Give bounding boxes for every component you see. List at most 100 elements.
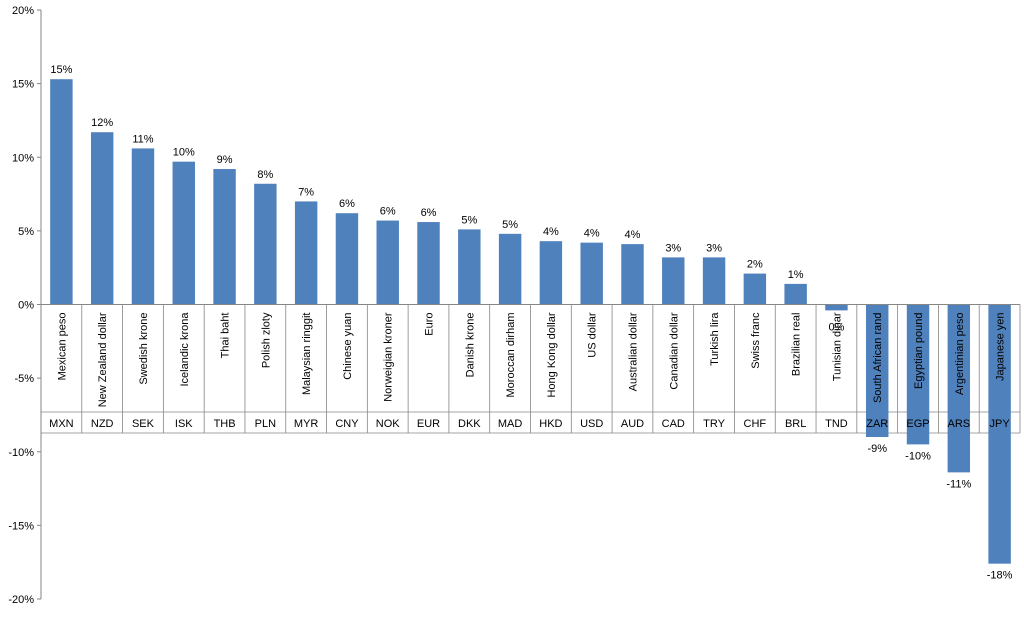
category-name-nok: Norweigian kroner xyxy=(383,312,395,402)
category-name-brl: Brazilian real xyxy=(791,313,803,377)
data-label-cad: 3% xyxy=(665,242,681,254)
category-name-aud: Australian dollar xyxy=(627,312,639,391)
bar-aud xyxy=(621,244,644,305)
category-code-egp: EGP xyxy=(906,418,929,430)
bar-ars xyxy=(947,304,971,473)
data-label-myr: 7% xyxy=(298,186,314,198)
bar-mxn xyxy=(50,79,73,305)
category-name-mxn: Mexican peso xyxy=(56,313,68,381)
bar-chf xyxy=(743,273,767,305)
bar-egp xyxy=(906,304,930,445)
data-label-try: 3% xyxy=(706,242,722,254)
category-code-hkd: HKD xyxy=(539,418,562,430)
category-code-aud: AUD xyxy=(621,418,644,430)
category-name-dkk: Danish krone xyxy=(464,313,476,378)
category-code-pln: PLN xyxy=(255,418,276,430)
category-name-hkd: Hong Kong dollar xyxy=(546,312,558,397)
bar-myr xyxy=(294,201,318,305)
category-name-tnd: Tunisian dinar xyxy=(831,312,843,381)
category-code-myr: MYR xyxy=(294,418,319,430)
category-code-cny: CNY xyxy=(335,418,359,430)
data-label-hkd: 4% xyxy=(543,226,559,238)
bar-hkd xyxy=(539,241,563,305)
bar-zar xyxy=(866,304,889,438)
category-code-mad: MAD xyxy=(498,418,523,430)
category-code-nzd: NZD xyxy=(91,418,114,430)
data-label-mxn: 15% xyxy=(50,64,72,76)
category-name-egp: Egyptian pound xyxy=(913,313,925,389)
category-name-mad: Moroccan dirham xyxy=(505,313,517,398)
y-tick-label: -10% xyxy=(8,447,34,459)
bar-pln xyxy=(254,183,277,305)
category-name-jpy: Japanese yen xyxy=(995,313,1007,382)
y-tick-label: 10% xyxy=(12,152,34,164)
category-code-brl: BRL xyxy=(785,418,806,430)
y-tick-label: 15% xyxy=(12,79,34,91)
category-code-tnd: TND xyxy=(825,418,848,430)
data-label-isk: 10% xyxy=(173,147,195,159)
data-label-dkk: 5% xyxy=(461,214,477,226)
bar-dkk xyxy=(458,229,481,305)
data-label-chf: 2% xyxy=(747,259,763,271)
data-label-tnd: 0% xyxy=(828,322,844,334)
data-label-egp: -10% xyxy=(905,450,931,462)
bar-nok xyxy=(376,220,399,305)
category-name-isk: Icelandic krona xyxy=(179,312,191,387)
bar-cad xyxy=(662,257,685,305)
bar-brl xyxy=(784,283,807,305)
category-grid xyxy=(40,304,1021,434)
category-code-isk: ISK xyxy=(175,418,193,430)
data-label-brl: 1% xyxy=(788,269,804,281)
category-code-sek: SEK xyxy=(132,418,155,430)
bar-sek xyxy=(131,148,155,305)
data-label-cny: 6% xyxy=(339,198,355,210)
bars xyxy=(50,79,1011,564)
y-axis: 20% 15% 10% 5% 0% -5% -10% -15% -20% xyxy=(8,5,42,606)
bar-eur xyxy=(417,222,440,305)
category-name-eur: Euro xyxy=(424,313,436,336)
category-code-dkk: DKK xyxy=(458,418,481,430)
data-labels: 15% 12% 11% 10% 9% 8% 7% 6% 6% 6% 5% 5% 4% 4% 4% 3% 3% 2%… xyxy=(50,64,1012,581)
y-tick-label: -15% xyxy=(8,520,34,532)
category-code-jpy: JPY xyxy=(990,418,1011,430)
bar-jpy xyxy=(988,304,1011,564)
category-name-pln: Polish zloty xyxy=(260,312,272,368)
bar-mad xyxy=(498,233,522,305)
category-code-usd: USD xyxy=(580,418,603,430)
category-code-thb: THB xyxy=(214,418,236,430)
bar-nzd xyxy=(90,132,114,305)
category-code-try: TRY xyxy=(703,418,725,430)
y-tick-label: -5% xyxy=(14,373,34,385)
y-tick-label: 5% xyxy=(18,226,34,238)
data-label-jpy: -18% xyxy=(987,570,1013,582)
bar-try xyxy=(702,257,726,305)
data-label-nok: 6% xyxy=(380,206,396,218)
category-name-nzd: New Zealand dollar xyxy=(97,312,109,407)
category-name-zar: South African rand xyxy=(872,313,884,404)
category-code-mxn: MXN xyxy=(49,418,74,430)
data-label-usd: 4% xyxy=(584,228,600,240)
data-label-sek: 11% xyxy=(132,133,153,145)
category-name-thb: Thai baht xyxy=(220,313,232,359)
y-tick-label: 0% xyxy=(18,300,34,312)
category-code-nok: NOK xyxy=(376,418,401,430)
category-code-zar: ZAR xyxy=(866,418,888,430)
data-label-pln: 8% xyxy=(257,169,273,181)
bar-usd xyxy=(580,242,603,305)
category-name-ars: Argentinian peso xyxy=(954,313,966,396)
category-code-chf: CHF xyxy=(744,418,767,430)
category-codes: MXN NZD SEK ISK THB PLN MYR CNY NOK EUR DKK MAD HKD U… xyxy=(49,418,1010,430)
y-tick-label: -20% xyxy=(8,594,34,606)
category-name-myr: Malaysian ringgit xyxy=(301,313,313,396)
category-names: Mexican peso New Zealand dollar Swedish kr… xyxy=(56,312,1006,408)
data-label-nzd: 12% xyxy=(91,117,113,129)
data-label-zar: -9% xyxy=(867,443,887,455)
bar-cny xyxy=(335,213,359,305)
data-label-mad: 5% xyxy=(502,219,518,231)
category-name-try: Turkish lira xyxy=(709,312,721,366)
y-tick-label: 20% xyxy=(12,5,34,17)
data-label-eur: 6% xyxy=(421,207,437,219)
category-name-cad: Canadian dollar xyxy=(668,312,680,389)
data-label-aud: 4% xyxy=(625,229,641,241)
